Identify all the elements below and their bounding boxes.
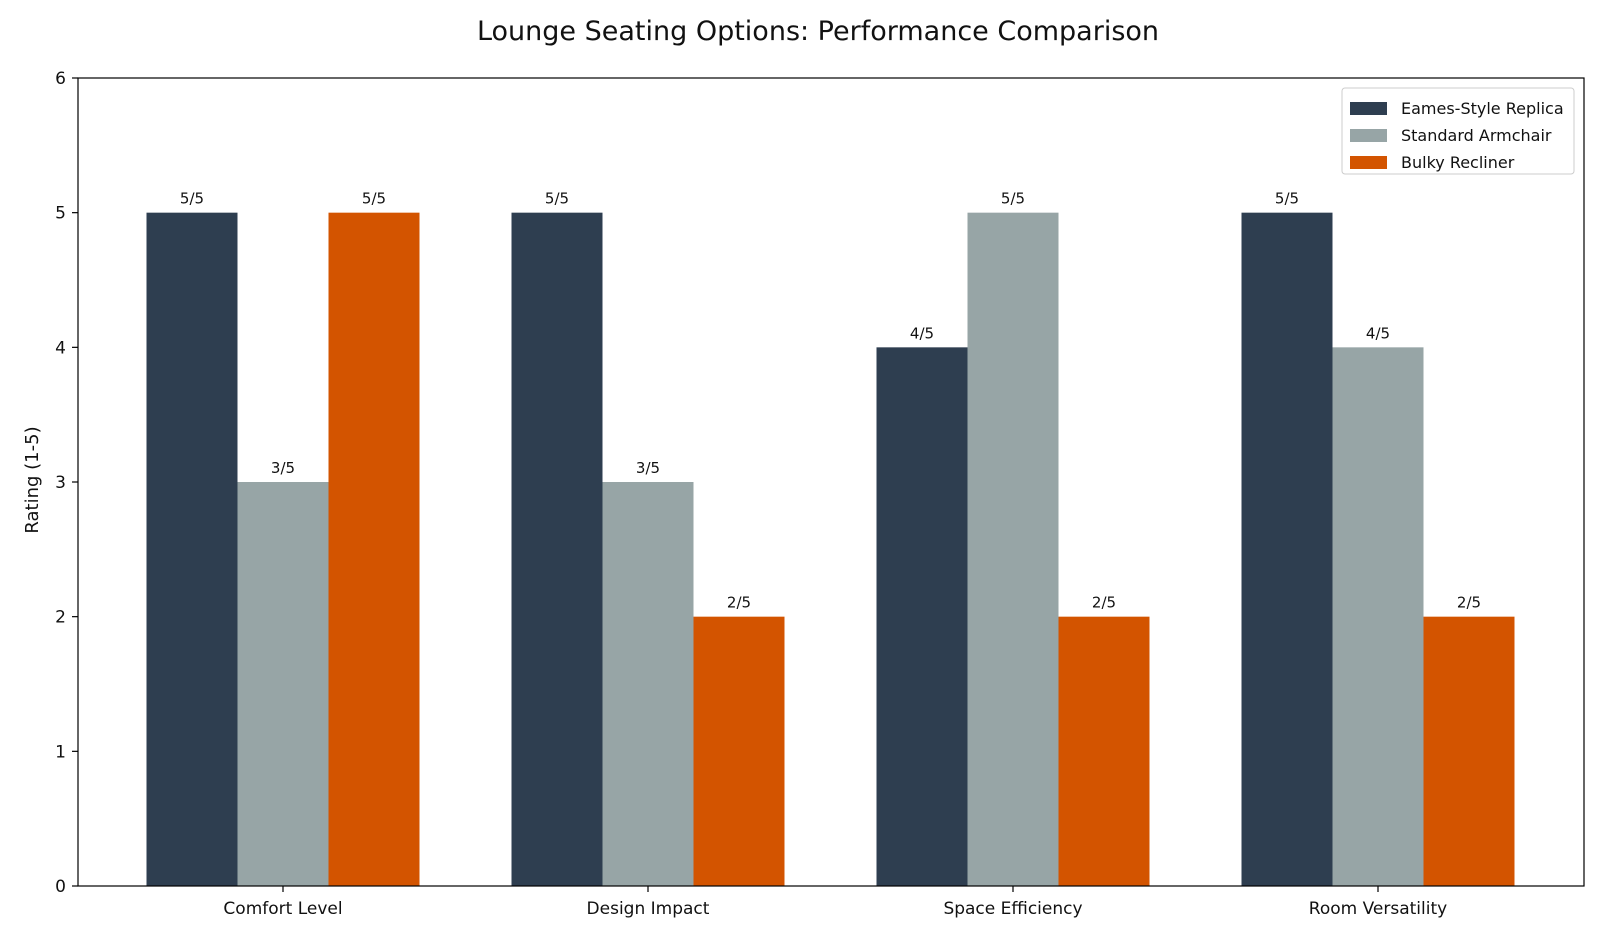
legend: Eames-Style Replica Standard Armchair Bulk… — [1341, 87, 1575, 175]
x-tick-label: Room Versatility — [1309, 899, 1447, 919]
y-tick-label: 6 — [55, 69, 66, 89]
data-label: 2/5 — [1092, 594, 1116, 612]
legend-box — [1341, 87, 1575, 175]
data-label: 2/5 — [727, 594, 751, 612]
data-label: 3/5 — [271, 459, 295, 477]
data-label: 5/5 — [545, 190, 569, 208]
bar-standard-armchair-design-impact — [602, 482, 694, 886]
y-tick-label: 0 — [55, 877, 66, 897]
bar-standard-armchair-comfort-level — [237, 482, 329, 886]
data-label: 2/5 — [1457, 594, 1481, 612]
legend-swatch — [1350, 156, 1387, 169]
legend-label: Eames-Style Replica — [1401, 99, 1564, 118]
y-tick-label: 5 — [55, 204, 66, 224]
x-tick-label: Design Impact — [587, 899, 710, 919]
y-tick-label: 3 — [55, 473, 66, 493]
bar-eames-style-replica-space-efficiency — [876, 347, 968, 886]
x-tick-label: Space Efficiency — [943, 899, 1082, 919]
y-axis: 0 1 2 3 4 5 6 — [55, 69, 78, 897]
bars-group — [146, 212, 1515, 886]
bar-bulky-recliner-design-impact — [693, 616, 785, 886]
y-tick-label: 2 — [55, 608, 66, 628]
legend-swatch — [1350, 102, 1387, 115]
chart-title: Lounge Seating Options: Performance Comp… — [477, 16, 1159, 47]
y-tick-label: 1 — [55, 742, 66, 762]
bar-eames-style-replica-room-versatility — [1241, 212, 1333, 886]
bar-standard-armchair-room-versatility — [1332, 347, 1424, 886]
bar-standard-armchair-space-efficiency — [967, 212, 1059, 886]
y-tick-label: 4 — [55, 338, 66, 358]
bar-eames-style-replica-comfort-level — [146, 212, 238, 886]
data-label: 5/5 — [1275, 190, 1299, 208]
x-axis: Comfort Level Design Impact Space Efficien… — [223, 886, 1447, 919]
legend-label: Bulky Recliner — [1401, 153, 1515, 172]
data-label: 5/5 — [1001, 190, 1025, 208]
y-axis-label: Rating (1-5) — [22, 426, 43, 533]
bar-eames-style-replica-design-impact — [511, 212, 603, 886]
bar-bulky-recliner-comfort-level — [328, 212, 420, 886]
bar-bulky-recliner-room-versatility — [1423, 616, 1515, 886]
data-label: 5/5 — [180, 190, 204, 208]
x-tick-label: Comfort Level — [223, 899, 342, 919]
data-labels-group: 5/5 3/5 5/5 5/5 3/5 2/5 4/5 5/5 2/5 5/5 4/5 2/5 — [180, 190, 1481, 612]
data-label: 4/5 — [1366, 324, 1390, 342]
legend-label: Standard Armchair — [1401, 126, 1552, 145]
bar-bulky-recliner-space-efficiency — [1058, 616, 1150, 886]
data-label: 4/5 — [910, 324, 934, 342]
data-label: 5/5 — [362, 190, 386, 208]
legend-swatch — [1350, 129, 1387, 142]
data-label: 3/5 — [636, 459, 660, 477]
